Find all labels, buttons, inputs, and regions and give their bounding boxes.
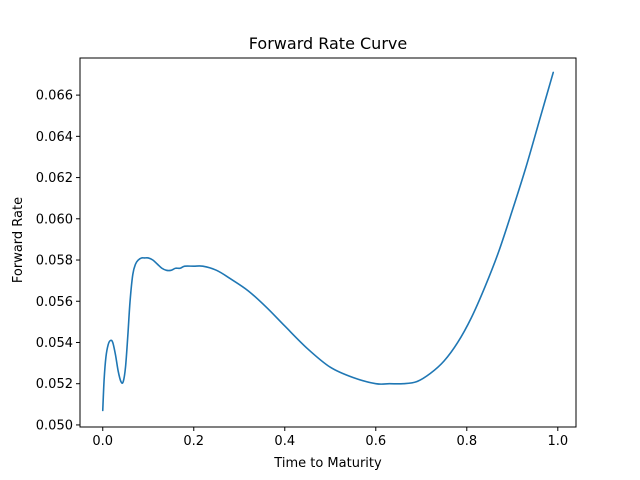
y-tick-label: 0.050 — [36, 418, 73, 433]
x-tick-label: 0.0 — [92, 434, 113, 449]
forward-rate-line — [101, 71, 555, 412]
x-tick-label: 1.0 — [547, 434, 568, 449]
x-tick-label: 0.4 — [274, 434, 295, 449]
y-tick-label: 0.060 — [36, 212, 73, 227]
chart-title: Forward Rate Curve — [249, 34, 407, 53]
y-tick-label: 0.064 — [36, 130, 73, 145]
y-tick-label: 0.058 — [36, 254, 73, 269]
y-tick-label: 0.062 — [36, 171, 73, 186]
y-axis-label: Forward Rate — [11, 197, 26, 283]
x-tick-label: 0.6 — [365, 434, 386, 449]
series-layer — [101, 71, 555, 412]
y-tick-label: 0.054 — [36, 336, 73, 351]
y-axis-ticks: 0.050 0.052 0.054 0.056 0.058 0.060 0.062 0.064… — [36, 89, 80, 433]
x-tick-label: 0.8 — [456, 434, 477, 449]
x-axis-label: Time to Maturity — [273, 456, 382, 471]
y-tick-label: 0.066 — [36, 89, 73, 104]
y-tick-label: 0.056 — [36, 295, 73, 310]
plot-frame — [79, 57, 577, 428]
x-tick-label: 0.2 — [183, 434, 204, 449]
y-tick-label: 0.052 — [36, 377, 73, 392]
x-axis-ticks: 0.0 0.2 0.4 0.6 0.8 1.0 — [92, 427, 568, 449]
